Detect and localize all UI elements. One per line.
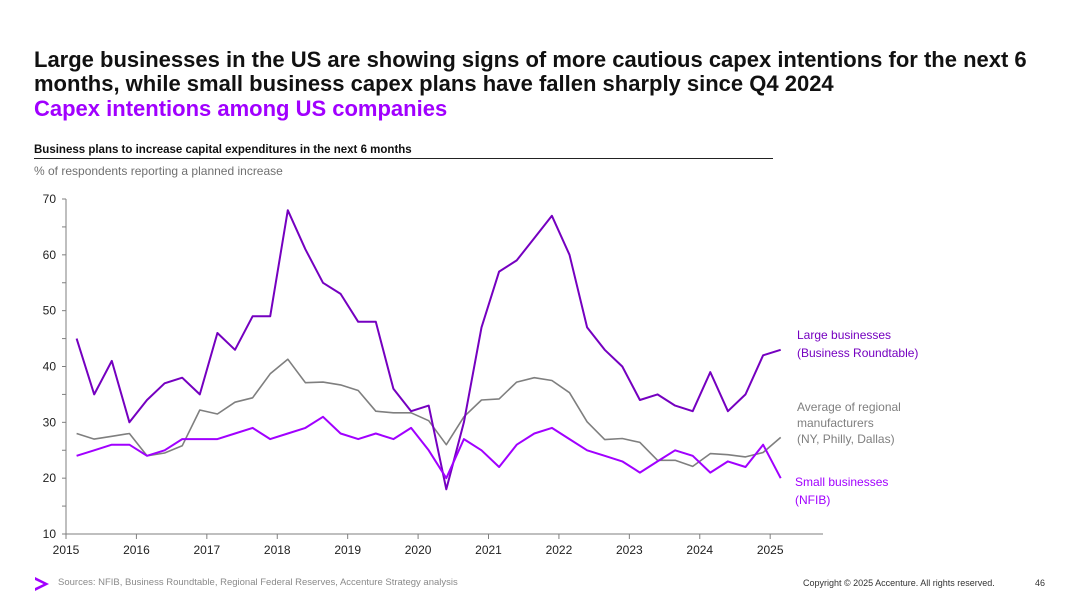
chart-subtitle: % of respondents reporting a planned inc… [34,164,283,178]
legend-label-regional-manufacturers: (NY, Philly, Dallas) [797,432,895,446]
legend-label-small-businesses: (NFIB) [795,493,830,507]
x-tick-label: 2015 [53,543,80,557]
accenture-chevron-icon [35,577,49,591]
x-tick-label: 2016 [123,543,150,557]
x-tick-label: 2020 [405,543,432,557]
x-tick-label: 2021 [475,543,502,557]
y-tick-label: 10 [43,527,57,541]
series-line-small-businesses [76,415,782,480]
legend-label-regional-manufacturers: manufacturers [797,416,874,430]
x-tick-label: 2017 [193,543,220,557]
x-tick-label: 2023 [616,543,643,557]
series-line-regional-manufacturers [76,358,782,468]
legend-label-large-businesses: Large businesses [797,328,891,342]
y-tick-label: 60 [43,248,57,262]
subheadline: Capex intentions among US companies [34,96,448,121]
footer-source: Sources: NFIB, Business Roundtable, Regi… [58,577,458,588]
x-tick-label: 2019 [334,543,361,557]
y-tick-label: 30 [43,415,57,429]
x-tick-label: 2024 [686,543,713,557]
x-tick-label: 2025 [757,543,784,557]
legend-label-small-businesses: Small businesses [795,475,888,489]
legend-label-large-businesses: (Business Roundtable) [797,346,918,360]
headline: Large businesses in the US are showing s… [34,47,1027,96]
y-tick-label: 40 [43,360,57,374]
page-number: 46 [1035,578,1046,588]
legend-label-regional-manufacturers: Average of regional [797,400,901,414]
x-tick-label: 2022 [546,543,573,557]
footer-copyright: Copyright © 2025 Accenture. All rights r… [803,578,995,588]
series-line-large-businesses [75,209,781,491]
y-tick-label: 50 [43,304,57,318]
chart-title: Business plans to increase capital expen… [34,144,773,159]
x-tick-label: 2018 [264,543,291,557]
y-tick-label: 70 [43,192,57,206]
y-tick-label: 20 [43,471,57,485]
